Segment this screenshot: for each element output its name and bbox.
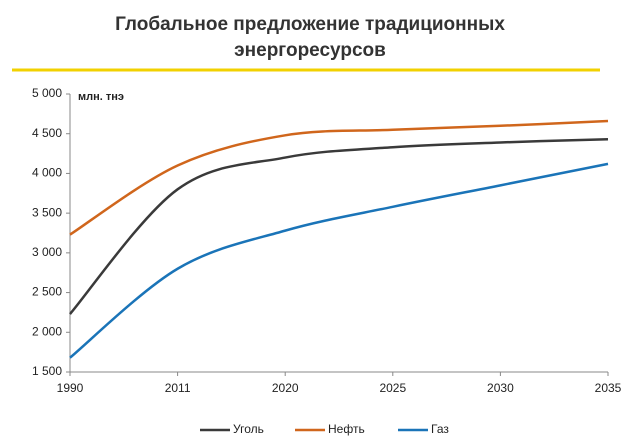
chart-title: Глобальное предложение традиционных	[115, 14, 505, 35]
axis-label: млн. тнэ	[78, 91, 124, 103]
x-tick-label: 1990	[57, 381, 84, 395]
y-tick-label: 2 000	[32, 324, 62, 338]
y-tick-label: 4 000	[32, 166, 62, 180]
x-tick-label: 2030	[487, 381, 514, 395]
x-tick-label: 2025	[379, 381, 406, 395]
legend-label: Нефть	[328, 422, 365, 436]
chart-title: энергоресурсов	[234, 40, 386, 61]
x-tick-label: 2035	[595, 381, 622, 395]
y-tick-label: 4 500	[32, 126, 62, 140]
legend-label: Уголь	[233, 422, 264, 436]
y-tick-label: 3 500	[32, 205, 62, 219]
legend-label: Газ	[431, 422, 449, 436]
series-line	[69, 162, 609, 359]
x-tick-label: 2020	[272, 381, 299, 395]
y-tick-label: 5 000	[32, 86, 62, 100]
y-tick-label: 3 000	[32, 245, 62, 259]
series-line	[69, 119, 609, 236]
y-tick-label: 1 500	[32, 364, 62, 378]
x-tick-label: 2011	[165, 381, 191, 395]
y-tick-label: 2 500	[32, 285, 62, 299]
series-line	[69, 138, 609, 315]
